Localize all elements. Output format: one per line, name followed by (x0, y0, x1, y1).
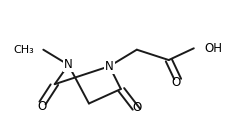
Text: CH₃: CH₃ (13, 45, 34, 55)
Text: N: N (105, 60, 113, 73)
Text: O: O (37, 100, 47, 113)
Text: OH: OH (203, 42, 221, 55)
Text: O: O (132, 101, 141, 114)
Text: N: N (64, 58, 72, 71)
Text: O: O (170, 76, 179, 89)
